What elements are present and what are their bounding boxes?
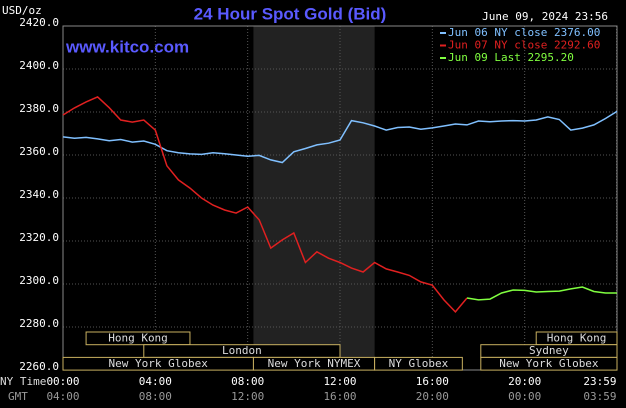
session-label: NY Globex <box>389 357 449 370</box>
x-tick-label: 12:00 <box>323 375 356 388</box>
y-tick-label: 2280.0 <box>19 317 59 330</box>
x2-tick-label: 08:00 <box>139 390 172 403</box>
session-label: New York Globex <box>109 357 209 370</box>
session-box <box>374 356 463 371</box>
legend-label: Jun 09 Last 2295.20 <box>448 51 574 64</box>
x-tick-label: 16:00 <box>416 375 449 388</box>
series-line <box>62 96 468 314</box>
x2-tick-label: 04:00 <box>46 390 79 403</box>
timestamp: June 09, 2024 23:56 <box>482 10 608 23</box>
legend-label: Jun 06 NY close 2376.00 <box>448 26 600 39</box>
session-label: New York Globex <box>499 357 599 370</box>
y-tick-label: 2380.0 <box>19 102 59 115</box>
x2-tick-label: 20:00 <box>416 390 449 403</box>
session-label: Sydney <box>529 344 569 357</box>
x2-tick-label: 03:59 <box>583 390 616 403</box>
watermark: www.kitco.com <box>65 37 189 56</box>
chart-title: 24 Hour Spot Gold (Bid) <box>194 4 387 23</box>
y-tick-label: 2420.0 <box>19 16 59 29</box>
y-tick-label: 2360.0 <box>19 145 59 158</box>
y-tick-label: 2300.0 <box>19 274 59 287</box>
x-tick-label: 04:00 <box>139 375 172 388</box>
y-tick-label: 2260.0 <box>19 360 59 373</box>
session-label: Hong Kong <box>108 332 168 345</box>
session-box <box>480 356 618 371</box>
x2-tick-label: 12:00 <box>231 390 264 403</box>
x2-tick-label: 16:00 <box>323 390 356 403</box>
unit-label: USD/oz <box>2 4 42 17</box>
y-tick-label: 2400.0 <box>19 59 59 72</box>
x2-row-label: GMT <box>8 390 28 403</box>
legend-label: Jun 07 NY close 2292.60 <box>448 39 600 52</box>
session-label: Hong Kong <box>547 332 607 345</box>
y-tick-label: 2320.0 <box>19 231 59 244</box>
x-tick-label: 23:59 <box>583 375 616 388</box>
x-tick-label: 00:00 <box>46 375 79 388</box>
y-tick-label: 2340.0 <box>19 188 59 201</box>
session-label: London <box>222 344 262 357</box>
x-row-label: NY Time <box>0 375 46 388</box>
series-line <box>62 110 618 164</box>
x2-tick-label: 00:00 <box>508 390 541 403</box>
series-line <box>466 286 617 301</box>
session-label: New York NYMEX <box>268 357 361 370</box>
x-tick-label: 08:00 <box>231 375 264 388</box>
session-box <box>85 331 191 346</box>
shaded-region <box>253 26 375 370</box>
x-tick-label: 20:00 <box>508 375 541 388</box>
